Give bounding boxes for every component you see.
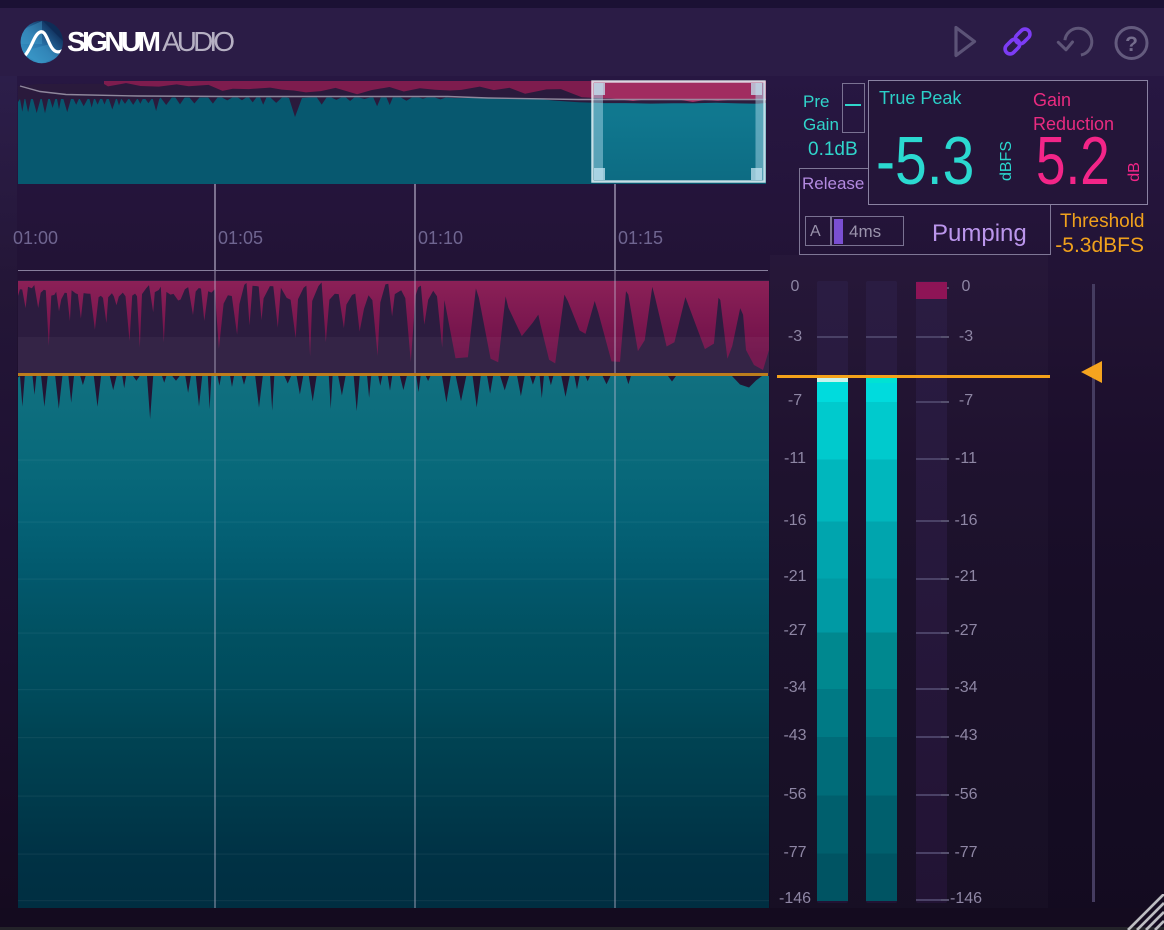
svg-text:?: ?: [1125, 33, 1138, 56]
svg-text:AUDIO: AUDIO: [162, 26, 235, 57]
svg-text:SIGNUM: SIGNUM: [67, 26, 161, 57]
